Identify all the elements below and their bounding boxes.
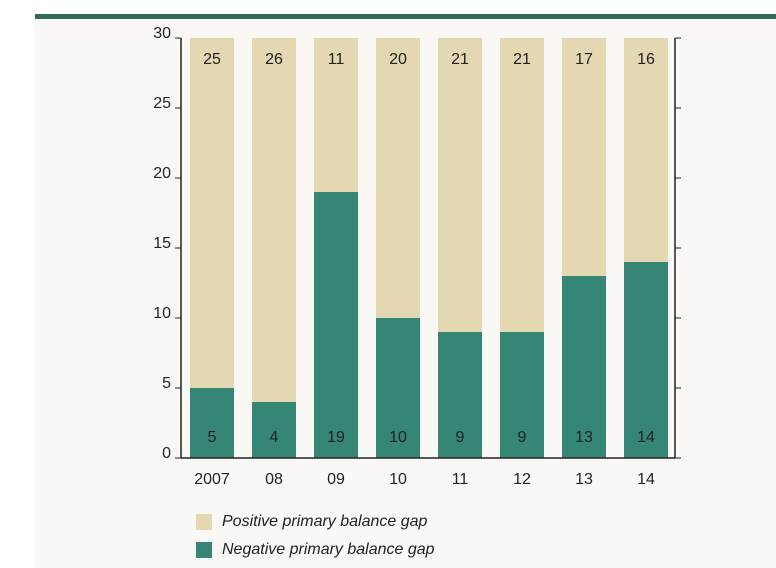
y-tick-label: 0 xyxy=(162,445,171,462)
bar-segment xyxy=(624,262,668,458)
y-tick-label: 5 xyxy=(162,375,171,392)
bar-segment xyxy=(562,38,606,276)
bar-segment xyxy=(190,388,234,458)
y-tick-label: 15 xyxy=(153,235,171,252)
bar-segment xyxy=(314,192,358,458)
data-label: 9 xyxy=(456,429,465,446)
bar-segment xyxy=(562,276,606,458)
data-label: 5 xyxy=(208,429,217,446)
data-label: 17 xyxy=(575,51,593,68)
data-label: 21 xyxy=(513,51,531,68)
data-label: 26 xyxy=(265,51,283,68)
y-tick-label: 10 xyxy=(153,305,171,322)
bar-segment xyxy=(624,38,668,262)
bar-segment xyxy=(252,38,296,402)
x-tick-label: 08 xyxy=(265,471,283,488)
data-label: 11 xyxy=(328,51,345,68)
y-tick-label: 25 xyxy=(153,95,171,112)
legend-label: Negative primary balance gap xyxy=(222,541,435,558)
legend-label: Positive primary balance gap xyxy=(222,513,428,530)
x-tick-label: 09 xyxy=(327,471,345,488)
data-label: 21 xyxy=(451,51,469,68)
data-label: 14 xyxy=(637,429,655,446)
y-tick-label: 20 xyxy=(153,165,171,182)
x-tick-label: 10 xyxy=(389,471,407,488)
x-tick-label: 2007 xyxy=(194,471,230,488)
x-tick-label: 14 xyxy=(637,471,655,488)
legend-swatch xyxy=(196,542,212,558)
bar-segment xyxy=(438,332,482,458)
bar-segment xyxy=(376,38,420,318)
legend-swatch xyxy=(196,514,212,530)
bar-segment xyxy=(314,38,358,192)
bar-segment xyxy=(500,332,544,458)
top-rule xyxy=(35,14,776,19)
bar-segment xyxy=(376,318,420,458)
x-tick-label: 13 xyxy=(575,471,593,488)
data-label: 4 xyxy=(270,429,279,446)
bar-segment xyxy=(500,38,544,332)
x-tick-label: 11 xyxy=(452,471,469,488)
bar-segment xyxy=(438,38,482,332)
data-label: 9 xyxy=(518,429,527,446)
data-label: 25 xyxy=(203,51,221,68)
data-label: 20 xyxy=(389,51,407,68)
data-label: 13 xyxy=(575,429,593,446)
x-tick-label: 12 xyxy=(513,471,531,488)
bar-segment xyxy=(252,402,296,458)
y-tick-label: 30 xyxy=(153,25,171,42)
bar-segment xyxy=(190,38,234,388)
data-label: 16 xyxy=(637,51,655,68)
data-label: 19 xyxy=(327,429,345,446)
data-label: 10 xyxy=(389,429,407,446)
